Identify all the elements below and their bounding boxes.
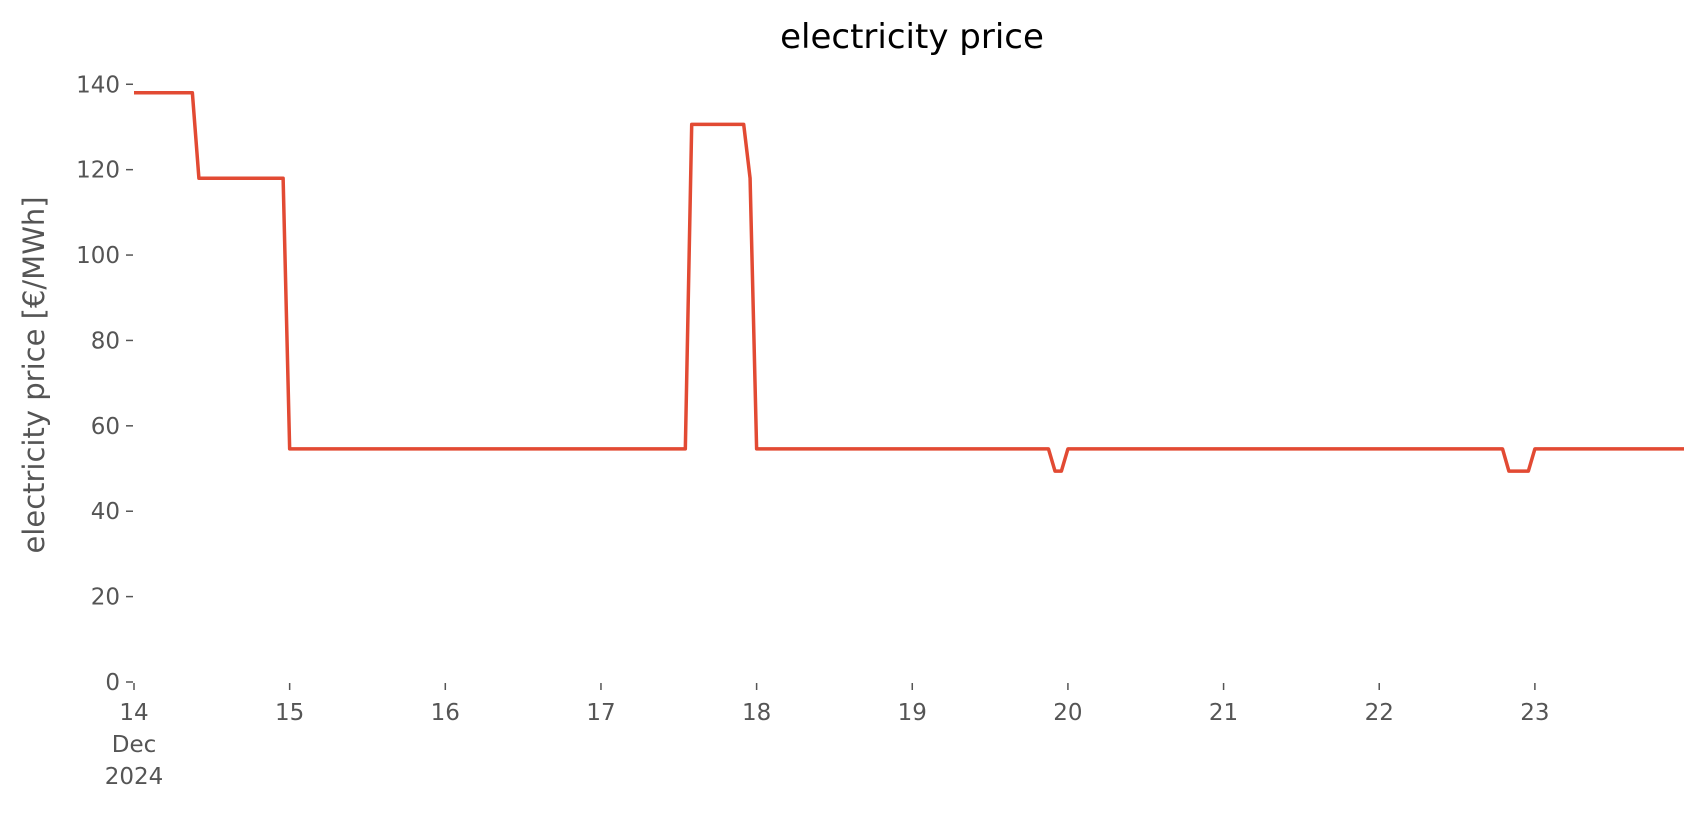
x-tick-label: 20 — [1053, 700, 1082, 726]
x-tick-label: 19 — [898, 700, 927, 726]
y-axis-label: electricity price [€/MWh] — [17, 196, 51, 553]
x-tick-label: 16 — [431, 700, 460, 726]
y-tick-label: 80 — [91, 328, 120, 354]
line-series — [134, 91, 1684, 473]
y-tick-label: 140 — [76, 72, 120, 98]
x-tick-label: 15 — [275, 700, 304, 726]
y-tick-label: 20 — [91, 585, 120, 611]
x-tick-label-line: 14 — [119, 700, 148, 726]
x-tick-label: 21 — [1209, 700, 1238, 726]
chart-title: electricity price — [780, 17, 1044, 57]
y-tick-label: 120 — [76, 158, 120, 184]
x-tick-label: 23 — [1520, 700, 1549, 726]
y-tick-label: 0 — [105, 670, 120, 696]
y-tick-label: 60 — [91, 414, 120, 440]
x-tick-label: 14 Dec 2024 — [105, 700, 164, 790]
x-tick-label: 22 — [1365, 700, 1394, 726]
x-tick-label-line: 2024 — [105, 764, 164, 790]
x-tick-label-line: Dec — [112, 732, 157, 758]
x-tick-label: 17 — [586, 700, 615, 726]
y-tick-label: 100 — [76, 243, 120, 269]
x-tick-label: 18 — [742, 700, 771, 726]
y-tick-label: 40 — [91, 499, 120, 525]
